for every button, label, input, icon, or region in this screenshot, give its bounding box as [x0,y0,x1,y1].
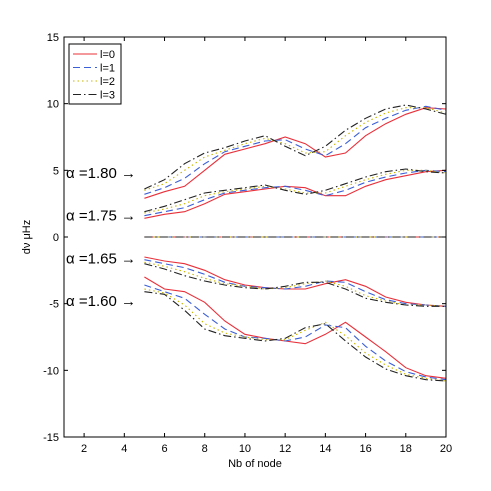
alpha-label: α =1.60 → [66,293,136,310]
y-tick-label: 10 [47,99,59,111]
x-tick-label: 18 [400,443,412,455]
y-tick-label: -5 [49,299,59,311]
x-tick-label: 20 [440,443,452,455]
x-tick-label: 14 [319,443,331,455]
y-axis-ticks: -15 -10 -5 0 5 10 15 [43,32,446,444]
series-line-l3-group0 [144,104,447,190]
y-tick-label: 15 [47,32,59,44]
y-axis-label: dν μHz [21,220,33,254]
alpha-label: α =1.75 → [66,208,136,225]
legend-entry: l=3 [100,90,115,102]
x-tick-label: 2 [81,443,87,455]
y-tick-label: 5 [53,165,59,177]
series-line-l2-group3 [144,261,447,307]
series-line-l3-group4 [144,291,447,382]
alpha-label: α =1.65 → [66,250,136,267]
legend-entry: l=0 [100,49,115,61]
series-lines [144,104,447,382]
legend-entry: l=1 [100,63,115,75]
series-line-l1-group1 [144,169,447,217]
x-tick-label: 10 [239,443,251,455]
series-line-l1-group0 [144,105,447,195]
alpha-annotations: α =1.80 → α =1.75 → α =1.65 → α =1.60 → [66,165,136,310]
x-tick-label: 4 [121,443,127,455]
series-line-l3-group3 [144,263,446,307]
y-tick-label: 0 [53,232,59,244]
y-tick-label: -15 [43,432,59,444]
series-line-l0-group0 [144,107,447,199]
legend: l=0 l=1l=2 l=3 [68,43,122,105]
x-axis-ticks: 2 4 6 8 10 12 14 16 18 20 [81,37,452,455]
x-tick-label: 6 [161,443,167,455]
x-tick-label: 16 [359,443,371,455]
series-line-l1-group4 [144,284,447,381]
alpha-label: α =1.80 → [66,165,136,182]
series-line-l1-group3 [144,259,447,307]
series-line-l0-group3 [144,256,447,307]
x-axis-label: Nb of node [228,458,282,470]
series-line-l3-group1 [144,168,447,213]
x-tick-label: 8 [202,443,208,455]
x-tick-label: 12 [279,443,291,455]
y-tick-label: -10 [43,365,59,377]
series-line-l0-group4 [144,276,447,379]
legend-entry: l=2 [100,76,115,88]
series-line-l0-group1 [144,169,447,219]
